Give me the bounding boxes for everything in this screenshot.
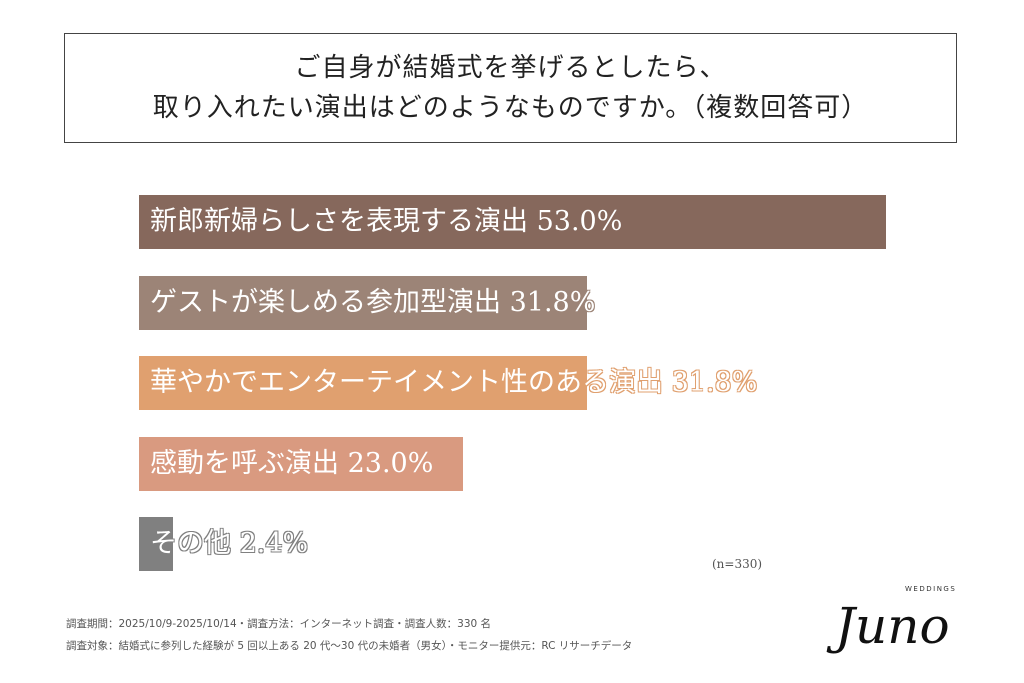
bar-label-3: 華やかでエンターテイメント性のある演出 31.8% — [150, 367, 758, 398]
bar-label-1: 新郎新婦らしさを表現する演出 53.0% — [150, 206, 623, 237]
logo-main: Juno — [835, 597, 950, 655]
bar-2 — [139, 275, 588, 330]
bar-5 — [139, 517, 173, 571]
footer-survey-period: 調査期間：2025/10/9-2025/10/14・調査方法：インターネット調査… — [66, 618, 492, 630]
bar-3 — [139, 356, 588, 410]
bar-4 — [139, 436, 464, 491]
chart-title-line-1: ご自身が結婚式を挙げるとしたら、 — [294, 53, 727, 83]
chart-title-box: ご自身が結婚式を挙げるとしたら、 取り入れたい演出はどのようなものですか。（複数… — [64, 33, 957, 143]
bar-label-2: ゲストが楽しめる参加型演出 31.8% — [150, 286, 596, 318]
bar-label-4: 感動を呼ぶ演出 23.0% — [150, 447, 434, 479]
bar-label-5: その他 2.4% — [150, 528, 309, 559]
chart-title-line-2: 取り入れたい演出はどのようなものですか。（複数回答可） — [152, 93, 869, 123]
sample-size: (n=330) — [712, 557, 763, 571]
bar-1 — [139, 195, 886, 249]
footer-survey-target: 調査対象：結婚式に参列した経験が 5 回以上ある 20 代〜30 代の未婚者（男… — [66, 640, 633, 652]
juno-weddings-logo: WEDDINGS Juno — [835, 584, 965, 660]
logo-sub: WEDDINGS — [905, 585, 957, 593]
